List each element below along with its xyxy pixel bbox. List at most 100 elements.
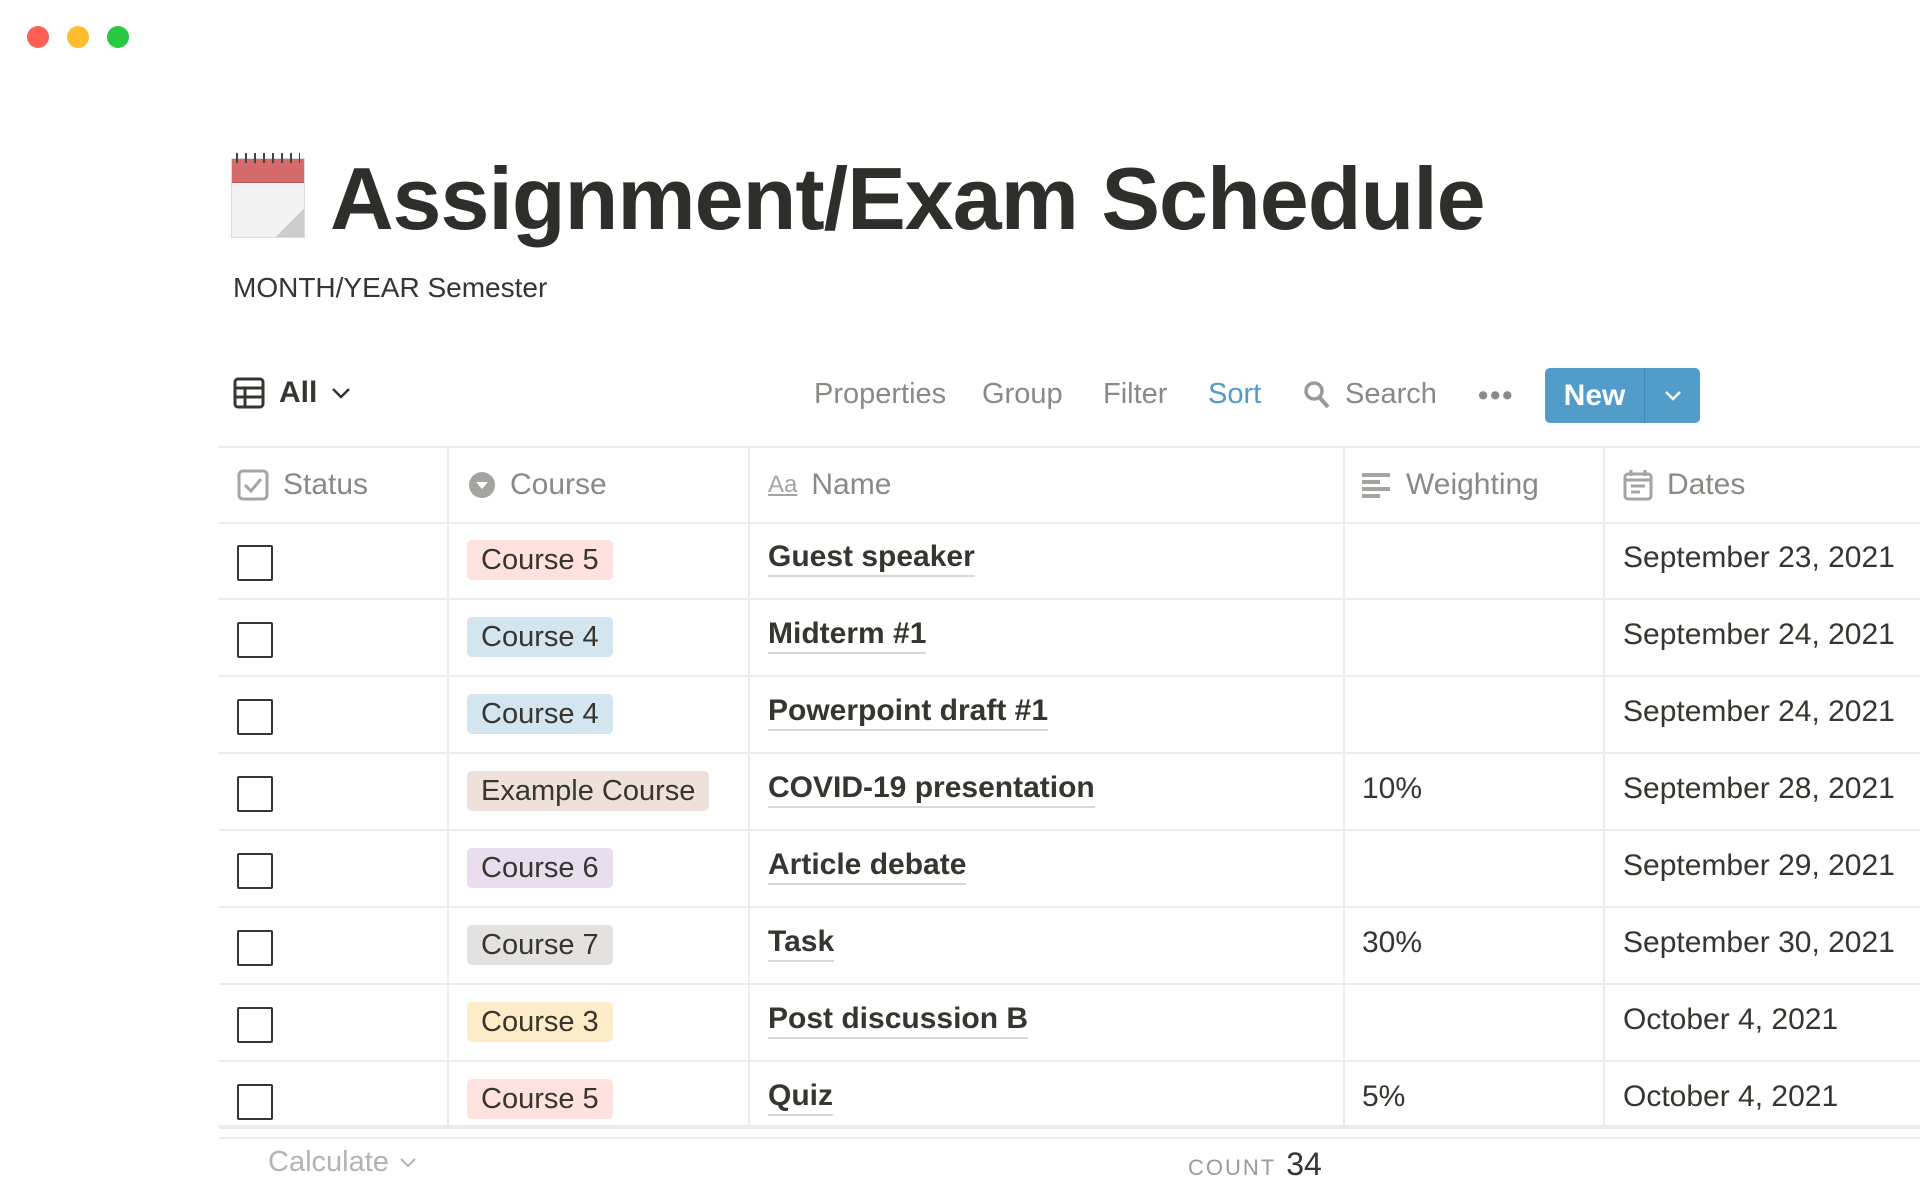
properties-button[interactable]: Properties [814, 378, 947, 410]
assignment-name-link[interactable]: Article debate [768, 847, 967, 885]
window-close-button[interactable] [27, 26, 49, 48]
assignment-name-link[interactable]: Task [768, 924, 835, 962]
table-row[interactable]: Course 4 Powerpoint draft #1 September 2… [219, 677, 1920, 754]
status-checkbox[interactable] [237, 853, 273, 889]
course-tag: Course 7 [467, 925, 613, 965]
text-lines-icon [1362, 473, 1390, 498]
weighting-value: 30% [1362, 926, 1423, 959]
date-value: September 30, 2021 [1623, 926, 1895, 959]
calendar-icon [231, 153, 305, 238]
col-divider [748, 447, 750, 1128]
table-bottom-border [219, 1125, 1920, 1129]
table-row[interactable]: Example Course COVID-19 presentation 10%… [219, 754, 1920, 831]
col-divider [447, 447, 449, 1128]
table-top-border [219, 446, 1920, 448]
table-row[interactable]: Course 6 Article debate September 29, 20… [219, 831, 1920, 908]
assignment-name-link[interactable]: Midterm #1 [768, 616, 927, 654]
col-divider [1343, 447, 1345, 1128]
table-row[interactable]: Course 3 Post discussion B October 4, 20… [219, 985, 1920, 1062]
row-divider [219, 983, 1920, 985]
header-border [219, 522, 1920, 524]
status-checkbox[interactable] [237, 930, 273, 966]
table-row[interactable]: Course 7 Task 30% September 30, 2021 [219, 908, 1920, 985]
weighting-value: 10% [1362, 772, 1423, 805]
view-selector[interactable]: All [233, 376, 351, 410]
course-tag: Course 6 [467, 848, 613, 888]
column-label: Weighting [1406, 468, 1539, 501]
course-tag: Course 4 [467, 694, 613, 734]
assignment-name-link[interactable]: Guest speaker [768, 539, 975, 577]
search-button[interactable]: Search [1303, 378, 1437, 411]
filter-button[interactable]: Filter [1103, 378, 1168, 410]
date-value: October 4, 2021 [1623, 1080, 1839, 1113]
status-checkbox[interactable] [237, 1007, 273, 1043]
col-divider [1603, 447, 1605, 1128]
column-header-course[interactable]: Course [468, 447, 607, 523]
course-tag: Course 3 [467, 1002, 613, 1042]
row-divider [219, 598, 1920, 600]
date-value: October 4, 2021 [1623, 1003, 1839, 1036]
status-checkbox[interactable] [237, 545, 273, 581]
table-row[interactable]: Course 4 Midterm #1 September 24, 2021 [219, 600, 1920, 677]
sort-button[interactable]: Sort [1208, 378, 1262, 410]
calendar-icon [1623, 470, 1653, 501]
count-summary[interactable]: COUNT 34 [1188, 1146, 1322, 1183]
page-title: Assignment/Exam Schedule [330, 149, 1486, 248]
page-subtitle: MONTH/YEAR Semester [233, 272, 548, 303]
weighting-value: 5% [1362, 1080, 1406, 1113]
row-divider [219, 1137, 1920, 1139]
status-checkbox[interactable] [237, 776, 273, 812]
chevron-down-icon [332, 388, 351, 399]
search-icon [1304, 380, 1330, 408]
search-label: Search [1345, 378, 1437, 410]
row-divider [219, 675, 1920, 677]
date-value: September 28, 2021 [1623, 772, 1895, 805]
table-row[interactable]: Course 5 Quiz 5% October 4, 2021 [219, 1062, 1920, 1139]
status-checkbox[interactable] [237, 699, 273, 735]
status-checkbox[interactable] [237, 1084, 273, 1120]
group-button[interactable]: Group [982, 378, 1063, 410]
table-row[interactable]: Course 5 Guest speaker September 23, 202… [219, 523, 1920, 600]
course-tag: Example Course [467, 771, 710, 811]
status-checkbox[interactable] [237, 622, 273, 658]
row-divider [219, 752, 1920, 754]
column-label: Name [811, 468, 892, 501]
more-icon: ••• [1478, 380, 1515, 412]
course-tag: Course 5 [467, 1079, 613, 1119]
column-label: Course [510, 468, 607, 501]
column-label: Dates [1667, 468, 1746, 501]
chevron-down-icon [1664, 390, 1681, 401]
row-divider [219, 1060, 1920, 1062]
window-minimize-button[interactable] [67, 26, 89, 48]
new-button-group[interactable]: New [1545, 368, 1700, 423]
calculate-button[interactable]: Calculate [268, 1146, 417, 1179]
column-label: Status [283, 468, 369, 501]
calculate-label: Calculate [268, 1146, 389, 1178]
date-value: September 24, 2021 [1623, 618, 1895, 651]
date-value: September 23, 2021 [1623, 541, 1895, 574]
date-value: September 29, 2021 [1623, 849, 1895, 882]
count-value: 34 [1286, 1146, 1322, 1182]
new-dropdown-button[interactable] [1645, 368, 1700, 423]
more-options-button[interactable]: ••• [1478, 380, 1514, 413]
select-icon [469, 472, 495, 498]
new-button[interactable]: New [1545, 368, 1645, 423]
date-value: September 24, 2021 [1623, 695, 1895, 728]
column-header-name[interactable]: Aa Name [768, 447, 891, 523]
column-header-weighting[interactable]: Weighting [1362, 447, 1539, 523]
text-aa-icon: Aa [768, 471, 798, 498]
course-tag: Course 4 [467, 617, 613, 657]
column-header-dates[interactable]: Dates [1623, 447, 1745, 523]
assignment-name-link[interactable]: Quiz [768, 1078, 833, 1116]
row-divider [219, 829, 1920, 831]
view-label: All [279, 376, 318, 409]
assignment-name-link[interactable]: Post discussion B [768, 1001, 1029, 1039]
window-maximize-button[interactable] [107, 26, 129, 48]
chevron-down-icon [400, 1157, 416, 1167]
assignment-name-link[interactable]: COVID-19 presentation [768, 770, 1095, 808]
column-header-status[interactable]: Status [237, 447, 368, 523]
assignment-name-link[interactable]: Powerpoint draft #1 [768, 693, 1049, 731]
count-label: COUNT [1188, 1155, 1277, 1180]
row-divider [219, 906, 1920, 908]
course-tag: Course 5 [467, 540, 613, 580]
